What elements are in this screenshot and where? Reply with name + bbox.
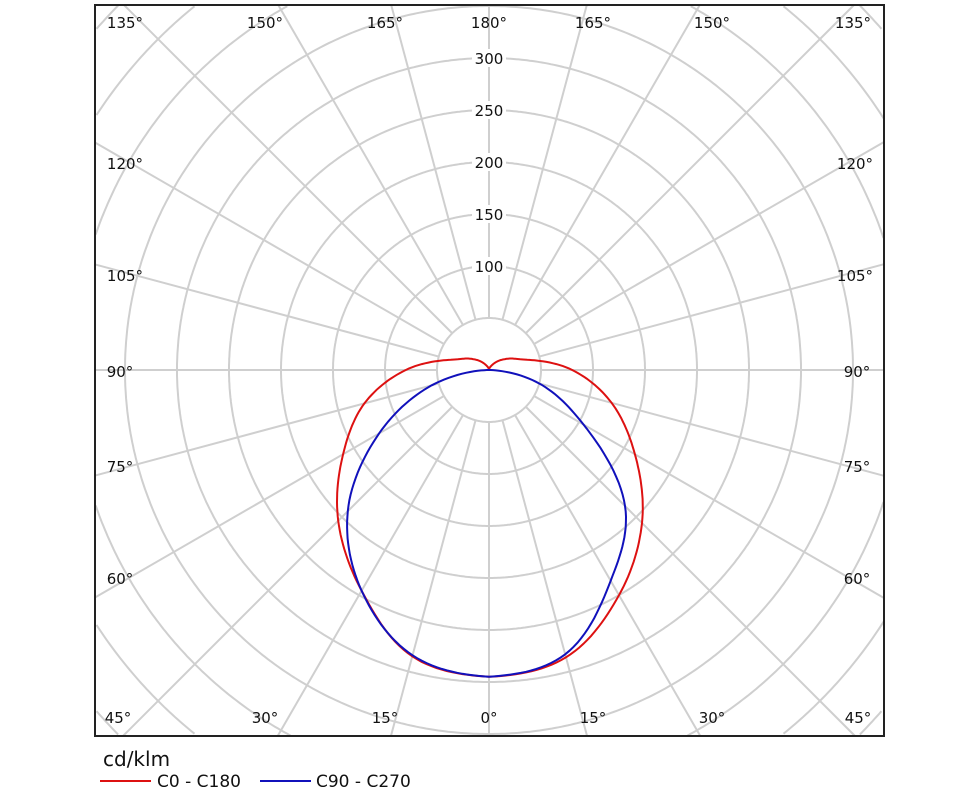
grid-spoke — [94, 395, 445, 599]
angle-label-right: 105° — [837, 267, 873, 285]
angle-label-top: 135° — [835, 14, 871, 32]
series-curve-c90-c270 — [346, 369, 628, 678]
angle-label-bottom: 30° — [699, 709, 726, 727]
angle-label-bottom: 30° — [252, 709, 279, 727]
grid-spoke — [389, 419, 477, 737]
angle-label-bottom: 15° — [372, 709, 399, 727]
grid-spoke — [94, 141, 445, 345]
radial-tick-label: 200 — [475, 154, 504, 172]
angle-label-left: 90° — [107, 363, 134, 381]
grid-spoke — [538, 263, 885, 358]
angle-label-right: 90° — [844, 363, 871, 381]
angle-label-top: 135° — [107, 14, 143, 32]
angle-label-right: 60° — [844, 570, 871, 588]
grid-ring — [94, 5, 885, 737]
grid-spoke — [501, 419, 589, 737]
radial-tick-labels: 100 150 200 250 300 — [472, 49, 506, 276]
tick-label-bg — [472, 153, 506, 171]
angle-label-left: 105° — [107, 267, 143, 285]
grid-spoke — [525, 4, 855, 334]
radial-tick-label: 300 — [475, 50, 504, 68]
grid-spoke — [122, 406, 453, 737]
grid-spoke — [501, 4, 588, 321]
grid-spoke — [538, 382, 885, 477]
angle-label-top: 180° — [471, 14, 507, 32]
angle-label-left: 60° — [107, 570, 134, 588]
tick-label-bg — [472, 101, 506, 119]
angle-label-left: 75° — [107, 458, 134, 476]
radial-tick-label: 150 — [475, 206, 504, 224]
tick-label-bg — [472, 205, 506, 223]
grid-spoke — [514, 4, 701, 326]
angle-label-top: 165° — [367, 14, 403, 32]
angle-label-left: 120° — [107, 155, 143, 173]
radial-tick-label: 250 — [475, 102, 504, 120]
angle-labels: 135° 150° 165° 180° 165° 150° 135° 45° 30° 15° 0° 1… — [105, 14, 873, 727]
angle-label-bottom: 45° — [105, 709, 132, 727]
grid-spoke — [533, 395, 885, 599]
grid-spoke — [514, 414, 702, 737]
grid-spoke — [123, 4, 453, 334]
angle-label-bottom: 0° — [480, 709, 497, 727]
angle-label-right: 120° — [837, 155, 873, 173]
angle-label-bottom: 45° — [845, 709, 872, 727]
polar-grid — [94, 4, 885, 737]
grid-spoke — [94, 263, 440, 358]
angle-label-top: 150° — [694, 14, 730, 32]
tick-label-bg — [472, 257, 506, 275]
legend-label-c0-c180: C0 - C180 — [157, 772, 241, 792]
grid-spoke — [525, 406, 856, 737]
radial-tick-label: 100 — [475, 258, 504, 276]
angle-label-right: 75° — [844, 458, 871, 476]
grid-ring — [95, 4, 883, 736]
tick-label-bg — [472, 49, 506, 67]
grid-spoke — [390, 4, 477, 321]
grid-spoke — [533, 141, 885, 345]
grid-spoke — [277, 4, 464, 326]
grid-spoke — [276, 414, 464, 737]
legend-label-c90-c270: C90 - C270 — [316, 772, 411, 792]
angle-label-top: 165° — [575, 14, 611, 32]
unit-label: cd/klm — [103, 747, 170, 771]
angle-label-bottom: 15° — [580, 709, 607, 727]
plot-frame — [94, 4, 885, 737]
grid-spoke — [94, 382, 440, 477]
angle-label-top: 150° — [247, 14, 283, 32]
grid-ring — [95, 5, 885, 735]
curves — [335, 357, 644, 678]
